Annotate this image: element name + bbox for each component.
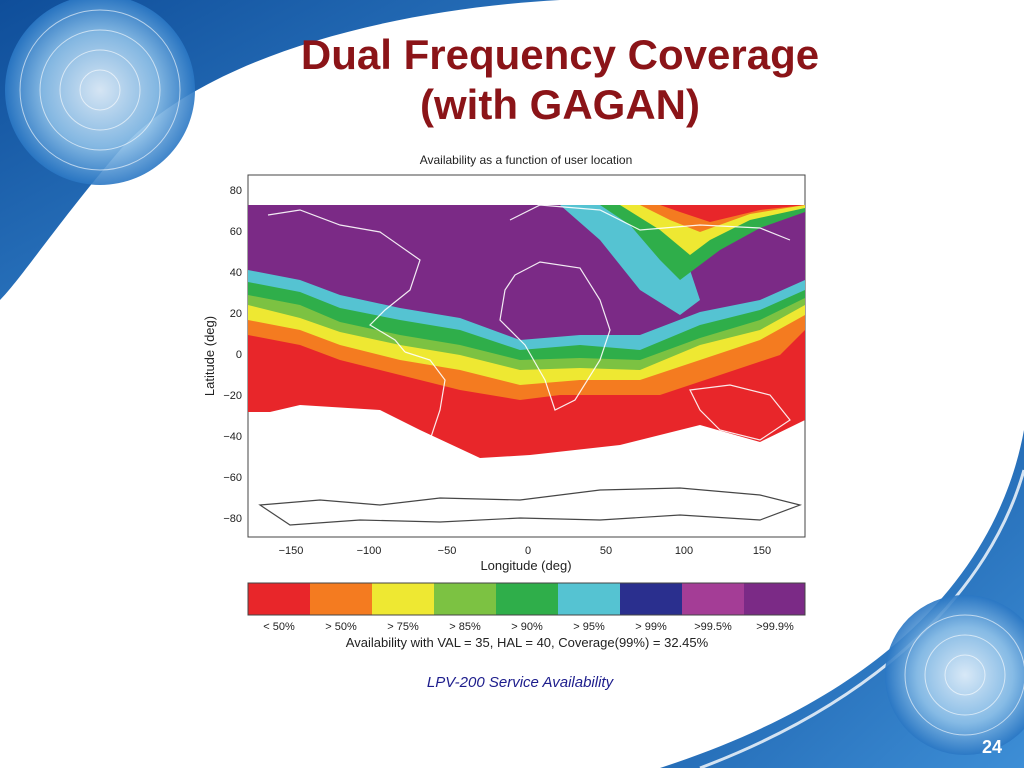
legend-label: >99.5% bbox=[694, 621, 732, 633]
page-number: 24 bbox=[981, 737, 1002, 757]
x-tick-label: −100 bbox=[357, 545, 382, 557]
legend-label: > 99% bbox=[635, 621, 667, 633]
legend-swatch bbox=[744, 583, 805, 615]
legend-label: > 85% bbox=[449, 621, 481, 633]
x-tick-label: 0 bbox=[525, 545, 531, 557]
y-tick-label: −60 bbox=[223, 472, 242, 484]
y-axis: 80 60 40 20 0 −20 −40 −60 −80 bbox=[223, 185, 242, 525]
legend-label: >99.9% bbox=[756, 621, 794, 633]
legend-swatch bbox=[496, 583, 558, 615]
x-tick-label: −50 bbox=[438, 545, 457, 557]
title-line-2: (with GAGAN) bbox=[420, 81, 700, 128]
legend-label: > 50% bbox=[325, 621, 357, 633]
legend-swatch bbox=[310, 583, 372, 615]
color-legend: < 50% > 50% > 75% > 85% > 90% > 95% > 99… bbox=[247, 582, 806, 633]
figure-caption: LPV-200 Service Availability bbox=[426, 674, 614, 691]
y-tick-label: −20 bbox=[223, 390, 242, 402]
y-tick-label: −80 bbox=[223, 513, 242, 525]
coastlines bbox=[258, 204, 803, 526]
y-tick-label: 80 bbox=[230, 185, 242, 197]
legend-footnote: Availability with VAL = 35, HAL = 40, Co… bbox=[346, 635, 709, 650]
x-axis: −150 −100 −50 0 50 100 150 bbox=[279, 545, 772, 557]
y-tick-label: −40 bbox=[223, 431, 242, 443]
x-tick-label: −150 bbox=[279, 545, 304, 557]
legend-swatch bbox=[682, 583, 744, 615]
y-tick-label: 40 bbox=[230, 267, 242, 279]
legend-label: > 75% bbox=[387, 621, 419, 633]
band-top-red bbox=[660, 205, 805, 222]
y-tick-label: 0 bbox=[236, 349, 242, 361]
legend-swatch bbox=[434, 583, 496, 615]
legend-label: < 50% bbox=[263, 621, 295, 633]
legend-swatch bbox=[248, 583, 310, 615]
legend-swatch bbox=[558, 583, 620, 615]
band-999 bbox=[248, 205, 805, 340]
y-tick-label: 60 bbox=[230, 226, 242, 238]
map-title: Availability as a function of user locat… bbox=[420, 153, 633, 167]
legend-label: > 95% bbox=[573, 621, 605, 633]
x-tick-label: 150 bbox=[753, 545, 771, 557]
x-tick-label: 50 bbox=[600, 545, 612, 557]
legend-swatch bbox=[372, 583, 434, 615]
legend-label: > 90% bbox=[511, 621, 543, 633]
legend-swatch bbox=[620, 583, 682, 615]
x-axis-label: Longitude (deg) bbox=[480, 558, 571, 573]
slide-title: Dual Frequency Coverage (with GAGAN) bbox=[250, 30, 870, 130]
title-line-1: Dual Frequency Coverage bbox=[300, 31, 820, 78]
y-tick-label: 20 bbox=[230, 308, 242, 320]
y-axis-label: Latitude (deg) bbox=[202, 316, 217, 396]
availability-bands bbox=[248, 205, 805, 458]
x-tick-label: 100 bbox=[675, 545, 693, 557]
top-left-globe-icon bbox=[5, 0, 195, 185]
